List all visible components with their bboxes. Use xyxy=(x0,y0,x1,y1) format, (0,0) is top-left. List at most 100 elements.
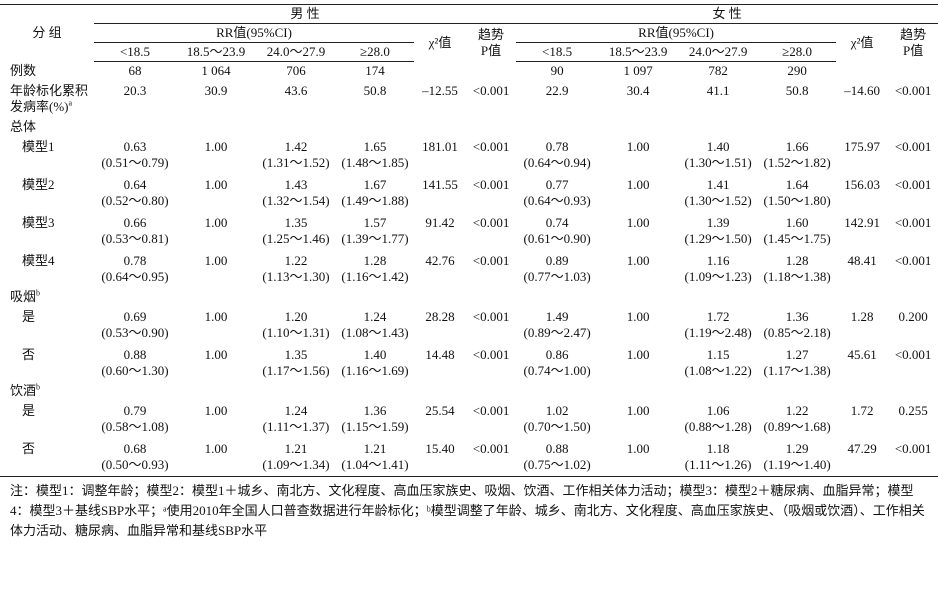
row-label: 例数 xyxy=(10,62,37,78)
data-cell xyxy=(888,62,938,81)
cell-value: (0.52～0.80) xyxy=(101,193,169,208)
row-label-cell: 否 xyxy=(0,344,94,382)
cell-value: (0.77～1.03) xyxy=(523,269,591,284)
cell-value: 0.78 xyxy=(545,139,569,154)
footnote-mark: b xyxy=(36,382,41,392)
data-cell: 43.6 xyxy=(256,80,336,118)
row-label-cell: 模型3 xyxy=(0,212,94,250)
data-cell: 1.49 (0.89～2.47) xyxy=(516,306,598,344)
data-table: 分 组男 性女 性 RR值(95%CI) χ²值 趋势 P值 RR值(95%CI) χ²值趋… xyxy=(0,4,938,477)
cell-value: 1.28 xyxy=(363,253,387,268)
trend-header: 趋势 xyxy=(478,26,505,42)
data-cell: 1.00 xyxy=(176,212,256,250)
cell-value: 90 xyxy=(550,63,564,78)
cell-value: 1.36 xyxy=(785,309,809,324)
data-cell: 22.9 xyxy=(516,80,598,118)
cell-value: 1.24 xyxy=(363,309,387,324)
trend-header: P值 xyxy=(903,42,924,58)
cell-value: 41.1 xyxy=(706,83,730,98)
cell-value: 1.35 xyxy=(284,347,308,362)
chi-header: χ²值 xyxy=(428,34,452,50)
row-label-cell: 例数 xyxy=(0,62,94,81)
data-cell: 1.00 xyxy=(176,250,256,288)
cell-value: (0.70～1.50) xyxy=(523,419,591,434)
cell-value: 1.00 xyxy=(626,253,650,268)
data-cell: 1.18 (1.11～1.26) xyxy=(678,438,759,477)
page: 分 组男 性女 性 RR值(95%CI) χ²值 趋势 P值 RR值(95%CI) χ²值趋… xyxy=(0,4,938,598)
cell-value: (1.09～1.23) xyxy=(684,269,752,284)
cell-value: <0.001 xyxy=(472,215,510,230)
data-cell: 30.9 xyxy=(176,80,256,118)
cell-value: (0.64～0.93) xyxy=(523,193,591,208)
data-cell xyxy=(466,62,516,81)
cell-value: 1.65 xyxy=(363,139,387,154)
cell-value: 1.24 xyxy=(284,403,308,418)
data-cell: 1.00 xyxy=(176,438,256,477)
cell-value: (1.19～2.48) xyxy=(684,325,752,340)
cell-value: 156.03 xyxy=(844,177,880,192)
cell-value: (1.49～1.88) xyxy=(341,193,409,208)
header-cell: 女 性 xyxy=(516,4,938,24)
cell-value: (1.16～1.42) xyxy=(341,269,409,284)
data-cell: 0.64 (0.52～0.80) xyxy=(94,174,176,212)
cell-value: 91.42 xyxy=(425,215,455,230)
cell-value: 25.54 xyxy=(425,403,455,418)
cell-value: <0.001 xyxy=(894,253,932,268)
data-cell: 174 xyxy=(336,62,414,81)
data-cell: 1.00 xyxy=(176,174,256,212)
row-label: 模型3 xyxy=(22,215,55,230)
cell-value: (0.53～0.90) xyxy=(101,325,169,340)
data-cell: 1.36 (0.85～2.18) xyxy=(758,306,836,344)
cell-value: (0.61～0.90) xyxy=(523,231,591,246)
cell-value: (1.08～1.43) xyxy=(341,325,409,340)
cell-value: 1.22 xyxy=(284,253,308,268)
row-label: 发病率(%) xyxy=(10,99,69,114)
data-cell: 1.00 xyxy=(598,174,678,212)
cell-value: 1.57 xyxy=(363,215,387,230)
cell-value: (1.11～1.26) xyxy=(684,457,752,472)
cell-value: 141.55 xyxy=(422,177,458,192)
row-label-cell: 否 xyxy=(0,438,94,477)
cell-value: 1.40 xyxy=(706,139,730,154)
data-cell: 1.36 (1.15～1.59) xyxy=(336,400,414,438)
cell-value: 1.22 xyxy=(785,403,809,418)
data-cell: 1.66 (1.52～1.82) xyxy=(758,136,836,174)
cell-value: 0.86 xyxy=(545,347,569,362)
cell-value: 1.00 xyxy=(204,215,228,230)
data-cell: 1.22 (1.13～1.30) xyxy=(256,250,336,288)
data-cell: 1.00 xyxy=(598,344,678,382)
data-cell: 0.69 (0.53～0.90) xyxy=(94,306,176,344)
data-cell: 0.68 (0.50～0.93) xyxy=(94,438,176,477)
cell-value: (1.19～1.40) xyxy=(763,457,831,472)
chi-header: χ²值 xyxy=(850,34,874,50)
cell-value: (1.15～1.59) xyxy=(341,419,409,434)
cell-value: 0.77 xyxy=(545,177,569,192)
cell-value: 42.76 xyxy=(425,253,455,268)
data-cell: –12.55 xyxy=(414,80,466,118)
header-cell: χ²值 xyxy=(836,24,888,62)
section-row: 总体 xyxy=(0,118,938,136)
data-cell: 1.72 (1.19～2.48) xyxy=(678,306,758,344)
cell-value: <0.001 xyxy=(894,139,932,154)
data-cell: 0.66 (0.53～0.81) xyxy=(94,212,176,250)
data-cell: 1.35 (1.25～1.46) xyxy=(256,212,336,250)
cell-value: <0.001 xyxy=(472,309,510,324)
cell-value: 1.20 xyxy=(284,309,308,324)
data-cell: 1.40 (1.16～1.69) xyxy=(336,344,414,382)
cell-value: 1.00 xyxy=(626,139,650,154)
data-cell: 141.55 xyxy=(414,174,466,212)
data-cell: 1.22 (0.89～1.68) xyxy=(758,400,836,438)
section-title: 吸烟 xyxy=(10,289,37,304)
cell-value: (1.08～1.22) xyxy=(684,363,752,378)
cell-value: 1.60 xyxy=(785,215,809,230)
cell-value: 290 xyxy=(787,63,807,78)
header-cell: 趋势 P值 xyxy=(466,24,516,62)
data-cell: 1.57 (1.39～1.77) xyxy=(336,212,414,250)
cell-value: 1.00 xyxy=(204,139,228,154)
cell-value: <0.001 xyxy=(894,347,932,362)
data-cell: <0.001 xyxy=(888,250,938,288)
row-label: 模型4 xyxy=(22,253,55,268)
cell-value: 47.29 xyxy=(847,441,877,456)
cell-value: 43.6 xyxy=(284,83,308,98)
cell-value: 1.21 xyxy=(284,441,308,456)
